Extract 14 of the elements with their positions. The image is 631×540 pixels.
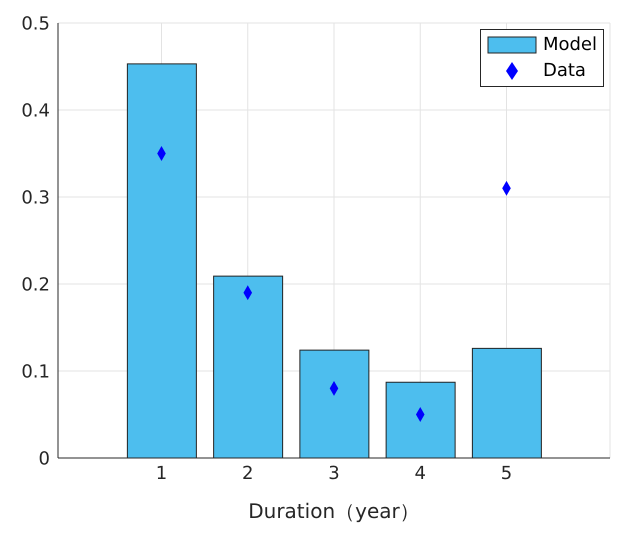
x-tick-label: 5: [500, 462, 512, 484]
x-tick-label: 2: [242, 462, 254, 484]
y-tick-label: 0.5: [21, 13, 50, 34]
y-tick-label: 0.2: [21, 274, 50, 296]
x-tick-label: 4: [414, 462, 426, 484]
y-tick-label: 0.1: [21, 361, 50, 382]
y-tick-label: 0: [38, 448, 50, 470]
legend-label: Model: [542, 33, 597, 57]
x-axis-title: Duration（year）: [248, 499, 420, 523]
x-tick-label: 1: [156, 462, 168, 484]
y-tick-label: 0.3: [21, 187, 50, 208]
legend-label: Data: [542, 59, 586, 83]
y-tick-label: 0.4: [21, 100, 50, 122]
x-tick-label: 3: [328, 462, 340, 484]
